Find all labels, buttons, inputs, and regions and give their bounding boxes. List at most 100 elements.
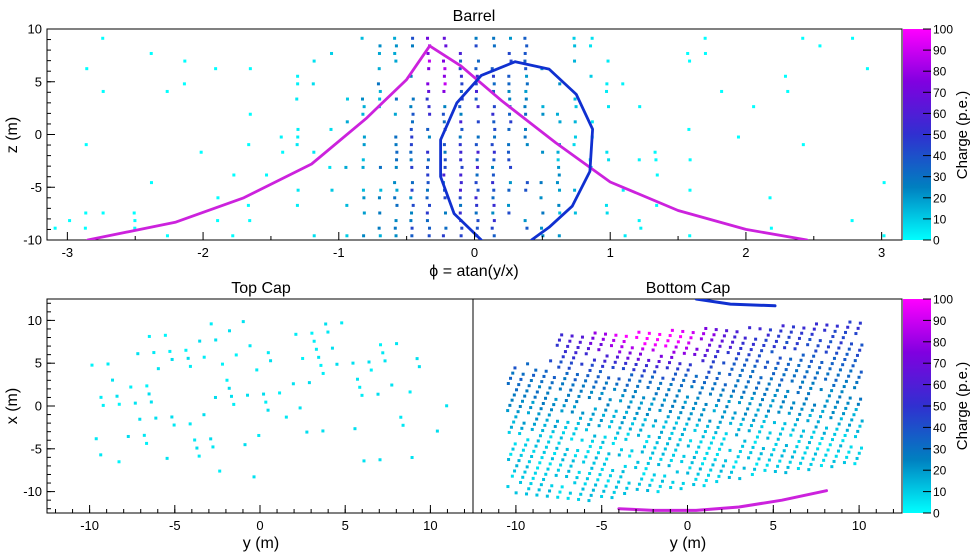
bottom-cap-hit	[760, 349, 764, 353]
barrel-hit	[265, 173, 269, 177]
barrel-hit	[474, 82, 478, 86]
bottom-cap-hit	[527, 460, 531, 464]
bottom-cap-hit	[619, 399, 623, 403]
bottom-cap-hit	[545, 494, 549, 498]
bottom-cap-hit	[818, 366, 822, 370]
bottom-cap-hit	[582, 460, 586, 464]
bottom-cap-hit	[791, 428, 795, 432]
bottom-cap-hit	[677, 416, 681, 420]
bottom-cap-hit	[858, 424, 862, 428]
barrel-hit	[507, 203, 511, 207]
barrel-hit	[133, 226, 137, 230]
top-cap-hit	[383, 359, 387, 363]
bottom-cap-hit	[568, 339, 572, 343]
bottom-cap-hit	[586, 374, 590, 378]
bottom-cap-hit	[678, 362, 682, 366]
barrel-x-tick-label: -1	[333, 245, 345, 260]
top-cap-hit	[147, 334, 151, 338]
bottom-cap-hit	[623, 388, 627, 392]
bottom-cap-hit	[641, 347, 645, 351]
bottom-cap-hit	[572, 356, 576, 360]
bottom-cap-hit	[672, 426, 676, 430]
barrel-hit	[851, 36, 855, 40]
barrel-hit	[525, 74, 529, 78]
bottom-cap-hit	[626, 432, 630, 436]
bottom-cap-colorbar-tick-label: 80	[933, 335, 947, 349]
top-cap-hit	[186, 356, 190, 360]
top-cap-hit	[330, 346, 334, 350]
bottom-cap-hit	[754, 337, 758, 341]
bottom-cap-hit	[653, 343, 657, 347]
bottom-cap-hit	[707, 473, 711, 477]
top-cap-hit	[209, 322, 213, 326]
barrel-hit	[460, 165, 464, 169]
bottom-cap-hit	[594, 456, 598, 460]
barrel-hit	[442, 36, 446, 40]
barrel-hit	[425, 188, 429, 192]
bottom-cap-hit	[711, 463, 715, 467]
barrel-hit	[556, 158, 560, 162]
bottom-cap-hit	[853, 386, 857, 390]
bottom-cap-hit	[589, 493, 593, 497]
top-cap-hit	[369, 368, 373, 372]
bottom-cap-hit	[825, 399, 829, 403]
barrel-hit	[149, 181, 153, 185]
barrel-hit	[427, 203, 431, 207]
top-cap-hit	[312, 339, 316, 343]
barrel-hit	[524, 67, 528, 71]
bottom-cap-hit	[720, 339, 724, 343]
bottom-cap-hit	[703, 430, 707, 434]
bottom-cap-hit	[714, 328, 718, 332]
bottom-cap-hit	[735, 330, 739, 334]
top-cap-axes: -10 -5 0 5 10 10 5 0 -5 -10	[23, 302, 465, 533]
barrel-hit	[492, 234, 496, 238]
bottom-cap-hit	[682, 351, 686, 355]
bottom-cap-hit	[707, 370, 711, 374]
bottom-cap-hit	[647, 331, 651, 335]
bottom-cap-hit	[538, 385, 542, 389]
barrel-hit	[362, 105, 366, 109]
bottom-cap-hit	[676, 443, 680, 447]
bottom-cap-hit	[714, 355, 718, 359]
top-cap-hit	[168, 349, 172, 353]
bottom-cap-hit	[810, 435, 814, 439]
barrel-hit	[589, 74, 593, 78]
bottom-cap-hit	[804, 397, 808, 401]
bottom-cap-hit	[844, 330, 848, 334]
bottom-cap-hit	[625, 383, 629, 387]
bottom-cap-hit	[593, 331, 597, 335]
bottom-cap-hit	[544, 445, 548, 449]
bottom-cap-hit	[536, 439, 540, 443]
barrel-hit	[555, 112, 559, 116]
barrel-hit	[395, 203, 399, 207]
barrel-hit	[474, 211, 478, 215]
top-cap-hit	[335, 362, 339, 366]
barrel-hit	[476, 188, 480, 192]
top-cap-hit	[170, 357, 174, 361]
bottom-cap-hit	[854, 408, 858, 412]
bottom-cap-hit	[842, 385, 846, 389]
bottom-cap-hit	[588, 368, 592, 372]
bottom-cap-colorbar-tick-label: 40	[933, 421, 947, 435]
bottom-cap-hit	[742, 466, 746, 470]
barrel-hit	[426, 181, 430, 185]
top-cap-hit	[435, 429, 439, 433]
barrel-rings	[86, 44, 809, 240]
barrel-x-tick-label: -3	[62, 245, 74, 260]
barrel-hit	[475, 203, 479, 207]
barrel-hit	[296, 135, 300, 139]
barrel-hit	[491, 196, 495, 200]
bottom-cap-hit	[714, 431, 718, 435]
bottom-cap-hit	[750, 472, 754, 476]
bottom-cap-hit	[615, 355, 619, 359]
bottom-cap-hit	[603, 332, 607, 336]
bottom-cap-hit	[775, 388, 779, 392]
bottom-cap-hit	[809, 386, 813, 390]
top-cap-hit	[378, 458, 382, 462]
bottom-cap-hit	[588, 444, 592, 448]
barrel-hit	[492, 188, 496, 192]
barrel-hit	[476, 59, 480, 63]
bottom-cap-hit	[576, 421, 580, 425]
bottom-cap-hit	[519, 480, 523, 484]
barrel-hit	[474, 89, 478, 93]
